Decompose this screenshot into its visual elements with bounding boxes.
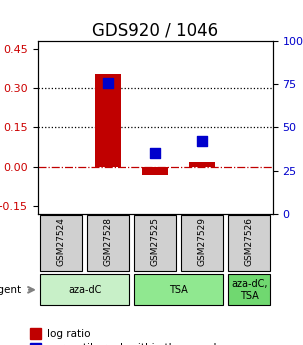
Text: GSM27526: GSM27526 bbox=[245, 217, 254, 266]
Text: GSM27525: GSM27525 bbox=[151, 217, 160, 266]
FancyBboxPatch shape bbox=[87, 215, 129, 272]
FancyBboxPatch shape bbox=[134, 274, 223, 305]
Bar bbox=[189, 162, 215, 167]
FancyBboxPatch shape bbox=[134, 215, 176, 272]
Text: TSA: TSA bbox=[169, 285, 188, 295]
Point bbox=[153, 150, 158, 156]
Bar bbox=[30, 343, 41, 345]
Point bbox=[106, 80, 111, 86]
Bar bbox=[142, 167, 168, 175]
Bar bbox=[30, 328, 41, 339]
Text: percentile rank within the sample: percentile rank within the sample bbox=[47, 343, 222, 345]
Text: GSM27529: GSM27529 bbox=[198, 217, 207, 266]
Text: aza-dC,
TSA: aza-dC, TSA bbox=[231, 279, 268, 300]
FancyBboxPatch shape bbox=[40, 274, 129, 305]
Point bbox=[200, 138, 205, 144]
Text: aza-dC: aza-dC bbox=[68, 285, 102, 295]
Text: log ratio: log ratio bbox=[47, 329, 90, 338]
FancyBboxPatch shape bbox=[40, 215, 82, 272]
Text: GSM27528: GSM27528 bbox=[104, 217, 113, 266]
Title: GDS920 / 1046: GDS920 / 1046 bbox=[92, 22, 218, 40]
FancyBboxPatch shape bbox=[228, 274, 270, 305]
FancyBboxPatch shape bbox=[228, 215, 270, 272]
FancyBboxPatch shape bbox=[181, 215, 223, 272]
Text: GSM27524: GSM27524 bbox=[57, 217, 66, 266]
Bar bbox=[95, 74, 121, 167]
Text: agent: agent bbox=[0, 285, 22, 295]
